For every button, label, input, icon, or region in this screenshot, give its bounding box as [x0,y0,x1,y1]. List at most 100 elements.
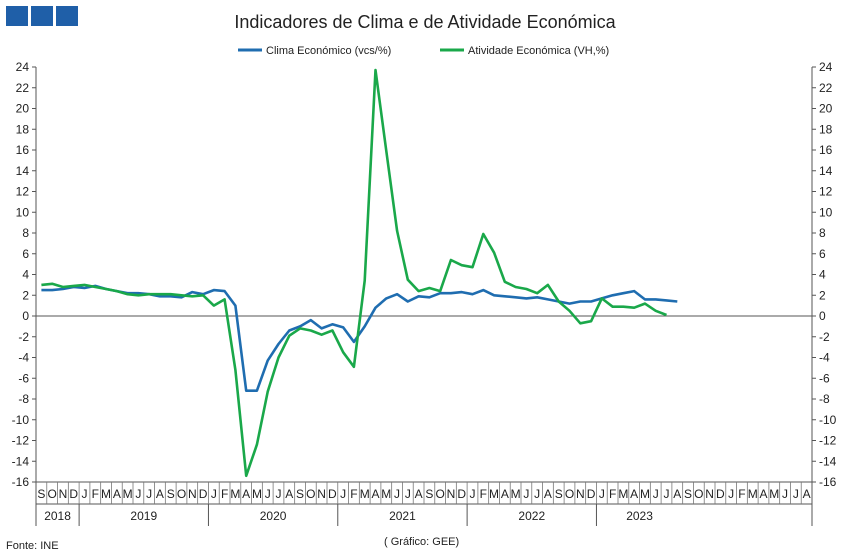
month-label: F [92,487,99,501]
month-label: O [694,487,703,501]
y-tick-label-left: 22 [16,81,30,95]
month-label: J [653,487,659,501]
y-tick-label-right: 2 [819,288,826,302]
year-label: 2022 [518,509,545,523]
source-note: Fonte: INE [6,540,59,552]
month-label: A [113,487,121,501]
y-tick-label-left: 2 [22,288,29,302]
month-label: J [782,487,788,501]
month-label: J [265,487,271,501]
y-tick-label-right: 4 [819,268,826,282]
month-label: A [501,487,509,501]
month-label: J [793,487,799,501]
month-label: S [37,487,45,501]
month-label: N [447,487,456,501]
month-label: N [59,487,68,501]
month-label: M [230,487,240,501]
month-label: A [242,487,250,501]
y-tick-label-right: 12 [819,185,833,199]
year-label: 2023 [626,509,653,523]
year-label: 2018 [44,509,71,523]
month-label: F [221,487,228,501]
month-label: A [371,487,379,501]
month-label: A [803,487,811,501]
month-label: A [415,487,423,501]
y-tick-label-right: 6 [819,247,826,261]
month-label: O [47,487,56,501]
month-label: A [285,487,293,501]
month-label: J [523,487,529,501]
y-tick-label-right: 20 [819,102,833,116]
month-label: J [728,487,734,501]
y-tick-label-left: 20 [16,102,30,116]
logo-block [6,6,28,26]
month-label: J [146,487,152,501]
month-label: O [565,487,574,501]
y-tick-label-left: -8 [18,392,29,406]
month-label: N [188,487,197,501]
year-label: 2020 [260,509,287,523]
month-label: A [759,487,767,501]
legend: Clima Económico (vcs/%) Atividade Económi… [238,45,609,57]
y-tick-label-left: 0 [22,309,29,323]
y-tick-label-left: 10 [16,205,30,219]
month-label: J [340,487,346,501]
y-tick-label-left: 16 [16,143,30,157]
y-tick-label-right: 14 [819,164,833,178]
y-tick-label-left: 12 [16,185,30,199]
month-label: J [664,487,670,501]
month-label: D [328,487,337,501]
month-label: J [276,487,282,501]
month-label: J [82,487,88,501]
month-label: N [576,487,585,501]
series-group [41,68,678,478]
y-tick-label-right: 0 [819,309,826,323]
y-tick-label-left: -4 [18,351,29,365]
month-label: D [69,487,78,501]
month-label: M [252,487,262,501]
month-label: A [544,487,552,501]
month-label: N [317,487,326,501]
axes: -16 -16 -14 -14 -12 -12 -10 -10 -8 -8 -6 -6 -4 -4 -2 -2… [12,60,837,526]
month-label: O [435,487,444,501]
y-tick-label-right: 24 [819,60,833,74]
month-label: J [135,487,141,501]
y-tick-label-left: 6 [22,247,29,261]
month-label: S [296,487,304,501]
y-tick-label-right: -6 [819,371,830,385]
y-tick-label-right: 22 [819,81,833,95]
legend-label: Clima Económico (vcs/%) [266,45,391,57]
y-tick-label-left: -16 [12,475,30,489]
month-label: A [156,487,164,501]
y-tick-label-right: -8 [819,392,830,406]
y-tick-label-left: 24 [16,60,30,74]
month-label: J [405,487,411,501]
month-label: J [470,487,476,501]
month-label: A [673,487,681,501]
year-label: 2019 [130,509,157,523]
month-label: F [480,487,487,501]
month-label: S [425,487,433,501]
y-tick-label-left: -10 [12,413,30,427]
month-label: D [199,487,208,501]
y-tick-label-left: -12 [12,434,30,448]
month-label: M [769,487,779,501]
month-label: D [587,487,596,501]
month-label: M [101,487,111,501]
y-tick-label-right: -14 [819,454,837,468]
y-tick-label-right: 10 [819,205,833,219]
y-tick-label-left: -6 [18,371,29,385]
logo-block [56,6,78,26]
y-tick-label-left: 18 [16,122,30,136]
logo [6,6,78,26]
month-label: N [705,487,714,501]
month-label: M [618,487,628,501]
month-label: F [738,487,745,501]
month-label: J [534,487,540,501]
month-label: M [360,487,370,501]
month-label: S [555,487,563,501]
y-tick-label-left: -2 [18,330,29,344]
y-tick-label-right: 18 [819,122,833,136]
month-label: D [716,487,725,501]
